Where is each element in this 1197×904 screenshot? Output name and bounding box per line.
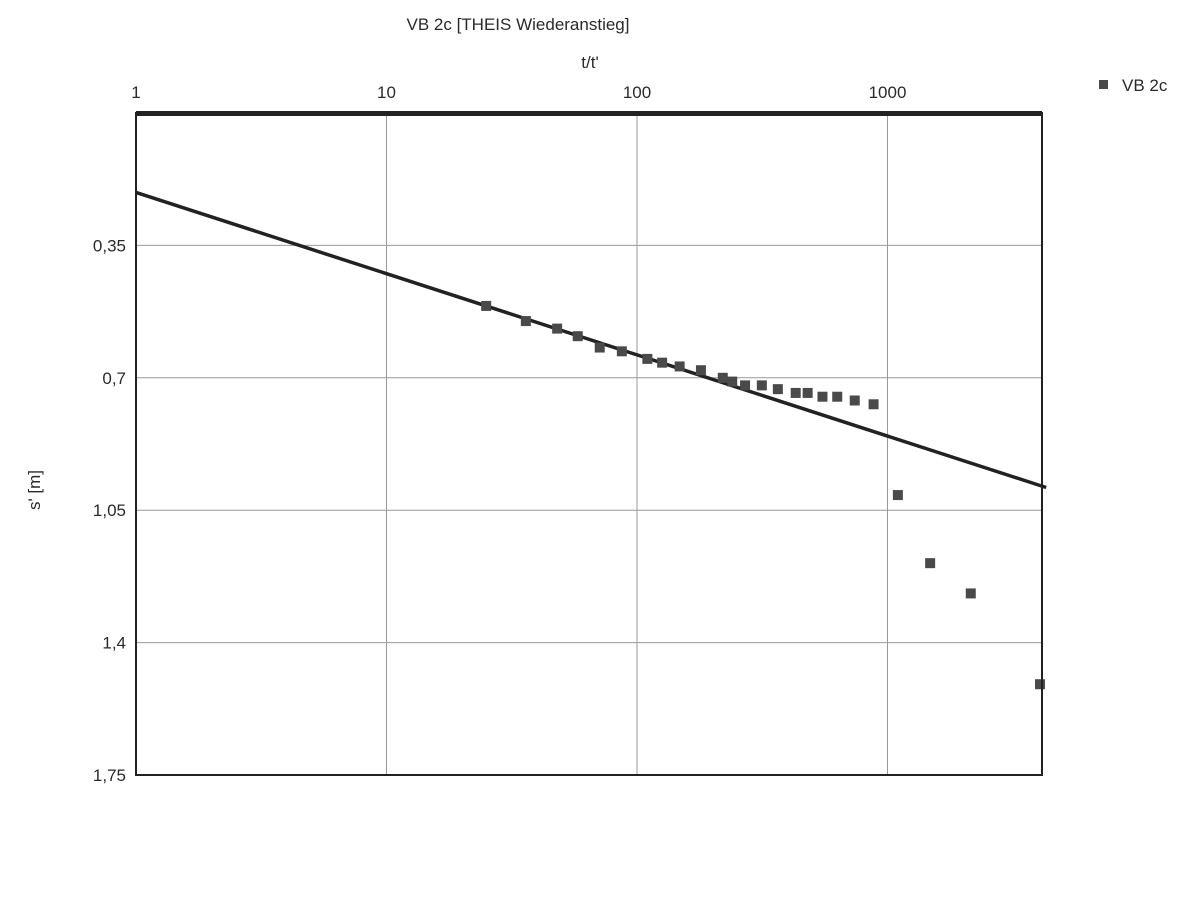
data-point <box>790 387 801 398</box>
y-tick-label: 1,75 <box>93 766 126 785</box>
data-point <box>594 342 605 353</box>
data-point <box>892 490 903 501</box>
y-tick-label: 1,05 <box>93 501 126 520</box>
fit-line-group <box>135 190 1047 490</box>
data-point <box>727 376 738 387</box>
data-point <box>740 380 751 391</box>
data-point <box>657 357 668 368</box>
data-point <box>717 372 728 383</box>
grid-lines <box>136 113 1042 775</box>
legend: VB 2c <box>1099 76 1168 95</box>
y-tick-label: 0,35 <box>93 236 126 255</box>
data-point <box>802 387 813 398</box>
plot-frame <box>135 112 1043 776</box>
x-axis-title: t/t' <box>581 53 598 72</box>
legend-label: VB 2c <box>1122 76 1168 95</box>
data-point <box>642 353 653 364</box>
data-point <box>552 323 563 334</box>
data-point <box>695 365 706 376</box>
data-point <box>616 346 627 357</box>
tick-labels: 1 10 100 1000 0,35 0,7 1,05 1,4 1,75 <box>93 83 907 785</box>
y-tick-label: 0,7 <box>102 369 126 388</box>
data-points <box>481 300 1045 690</box>
x-tick-label: 1000 <box>869 83 907 102</box>
data-point <box>572 331 583 342</box>
data-point <box>756 380 767 391</box>
y-axis-title: s' [m] <box>25 470 44 510</box>
data-point <box>520 316 531 327</box>
chart-title: VB 2c [THEIS Wiederanstieg] <box>407 15 630 34</box>
y-tick-label: 1,4 <box>102 634 126 653</box>
data-point <box>925 558 936 569</box>
data-point <box>481 300 492 311</box>
data-point <box>965 588 976 599</box>
data-point <box>868 399 879 410</box>
data-point <box>772 384 783 395</box>
data-point <box>1035 679 1045 690</box>
data-point <box>817 391 828 402</box>
x-tick-label: 10 <box>377 83 396 102</box>
data-point <box>674 361 685 372</box>
x-tick-label: 100 <box>623 83 651 102</box>
plot-top-border <box>136 111 1042 116</box>
data-point <box>832 391 843 402</box>
fit-line <box>135 190 1047 490</box>
legend-marker <box>1099 80 1108 89</box>
data-point <box>849 395 860 406</box>
x-tick-label: 1 <box>131 83 140 102</box>
